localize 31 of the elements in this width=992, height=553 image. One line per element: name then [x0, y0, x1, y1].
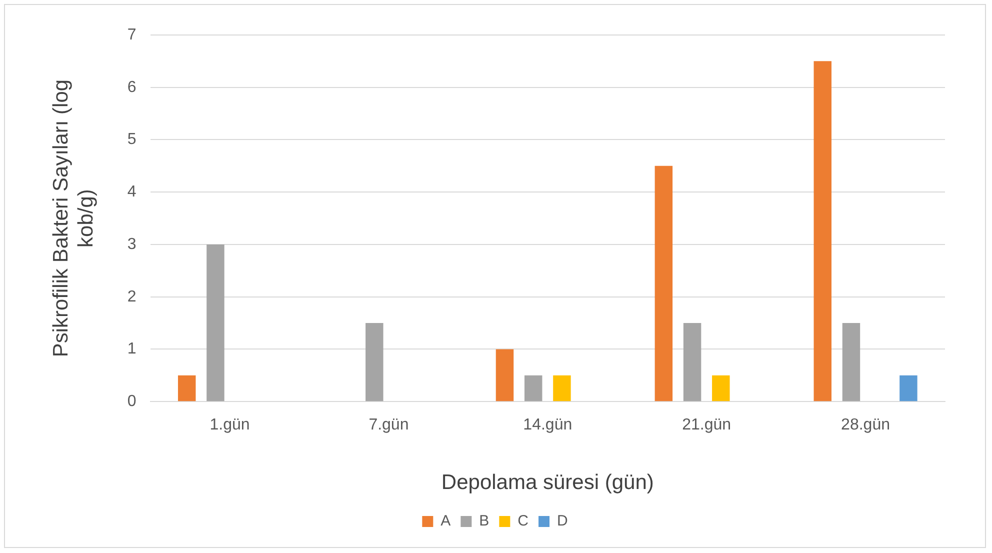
x-tick-label: 28.gün — [841, 416, 890, 434]
bar — [814, 61, 832, 402]
bar — [842, 323, 860, 402]
bar — [178, 375, 196, 402]
y-axis-title: Psikrofilik Bakteri Sayıları (log kob/g) — [49, 79, 98, 358]
bar — [206, 244, 224, 402]
bar — [553, 375, 571, 402]
x-tick-label: 7.gün — [368, 416, 409, 434]
legend-label: C — [518, 512, 529, 530]
y-tick-label: 2 — [127, 288, 136, 306]
x-tick-label: 21.gün — [682, 416, 732, 434]
bar — [712, 375, 730, 402]
bar — [496, 349, 514, 402]
bar — [683, 323, 702, 402]
bar — [654, 166, 673, 402]
y-tick-label: 4 — [127, 184, 136, 201]
legend-label: B — [479, 512, 490, 530]
y-tick-label: 3 — [127, 236, 136, 253]
y-tick-label: 6 — [127, 78, 136, 96]
y-tick-label: 7 — [127, 26, 136, 44]
x-tick-label: 1.gün — [210, 416, 250, 434]
y-tick-label: 1 — [127, 340, 136, 358]
y-tick-label: 0 — [127, 393, 136, 410]
x-axis-title: Depolama süresi (gün) — [441, 471, 654, 494]
bar — [524, 375, 542, 402]
x-tick-label: 14.gün — [523, 416, 572, 434]
legend-label: A — [440, 512, 451, 530]
bar — [900, 375, 918, 402]
legend-label: D — [557, 512, 568, 530]
y-tick-label: 5 — [127, 131, 136, 148]
bar — [366, 323, 384, 402]
